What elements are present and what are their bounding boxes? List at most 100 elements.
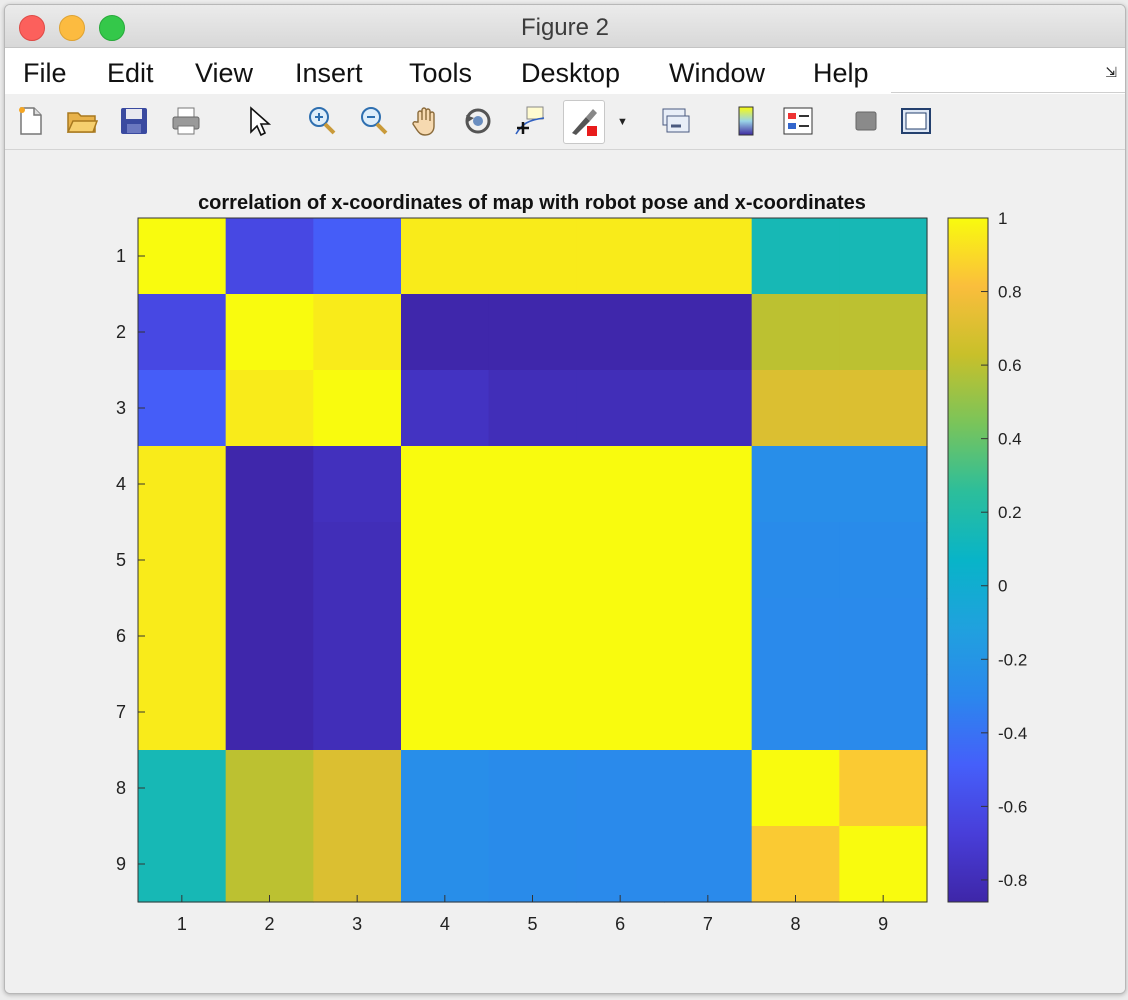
pointer-icon[interactable]	[241, 104, 275, 138]
heatmap-cell	[225, 294, 314, 371]
menu-insert[interactable]: Insert	[295, 58, 363, 88]
heatmap-cell	[751, 218, 840, 295]
heatmap-cell	[138, 294, 227, 371]
colorbar	[947, 217, 989, 903]
heatmap-cell	[839, 370, 928, 447]
y-tick-label: 7	[116, 702, 126, 722]
save-icon[interactable]	[117, 104, 151, 138]
menu-file[interactable]: File	[23, 58, 67, 88]
heatmap-cell	[313, 750, 402, 827]
dock-arrow-icon[interactable]: ⇲	[1105, 64, 1117, 80]
heatmap-cell	[576, 218, 665, 295]
heatmap-cell	[225, 218, 314, 295]
show-plot-tools-icon[interactable]	[899, 104, 933, 138]
rotate-3d-icon[interactable]	[461, 104, 495, 138]
print-icon[interactable]	[169, 104, 203, 138]
colorbar-icon[interactable]	[729, 104, 763, 138]
pan-hand-icon[interactable]	[409, 104, 443, 138]
heatmap-cell	[664, 750, 753, 827]
heatmap-cell	[401, 218, 490, 295]
heatmap-cell	[839, 218, 928, 295]
y-tick-label: 5	[116, 550, 126, 570]
x-tick-label: 6	[615, 914, 625, 934]
toolbar: ▼	[5, 94, 1125, 150]
zoom-out-icon[interactable]	[357, 104, 391, 138]
x-tick-label: 8	[790, 914, 800, 934]
x-axis-ticks: 1 2 3 4 5 6 7 8 9	[177, 895, 888, 934]
heatmap-cell	[225, 826, 314, 903]
title-bar: Figure 2	[5, 5, 1125, 48]
heatmap-cell	[313, 446, 402, 523]
menu-divider	[891, 92, 1125, 93]
close-window-button[interactable]	[19, 15, 45, 41]
heatmap-cell	[401, 446, 490, 523]
x-tick-label: 4	[440, 914, 450, 934]
menu-help[interactable]: Help	[813, 58, 869, 88]
x-tick-label: 5	[527, 914, 537, 934]
x-tick-label: 9	[878, 914, 888, 934]
heatmap-cell	[839, 446, 928, 523]
heatmap-cell	[401, 750, 490, 827]
heatmap-cell	[138, 750, 227, 827]
heatmap-cell	[664, 218, 753, 295]
heatmap-cell	[313, 674, 402, 751]
heatmap-cell	[576, 826, 665, 903]
heatmap-cell	[664, 370, 753, 447]
heatmap-cell	[138, 674, 227, 751]
heatmap-cell	[664, 294, 753, 371]
heatmap-cell	[313, 218, 402, 295]
new-figure-icon[interactable]	[13, 104, 47, 138]
colorbar-tick-label: 1	[998, 209, 1007, 228]
heatmap-cell	[313, 370, 402, 447]
heatmap-cells	[138, 218, 928, 903]
maximize-window-button[interactable]	[99, 15, 125, 41]
heatmap-cell	[839, 294, 928, 371]
heatmap-cell	[488, 522, 577, 599]
link-plot-icon[interactable]	[659, 104, 693, 138]
heatmap-cell	[313, 598, 402, 675]
brush-dropdown-icon[interactable]: ▼	[617, 116, 628, 128]
heatmap-cell	[751, 522, 840, 599]
heatmap-cell	[225, 750, 314, 827]
heatmap-cell	[225, 446, 314, 523]
heatmap-cell	[401, 522, 490, 599]
heatmap-cell	[839, 522, 928, 599]
heatmap-cell	[576, 370, 665, 447]
heatmap-cell	[839, 750, 928, 827]
menu-desktop[interactable]: Desktop	[521, 58, 621, 88]
minimize-window-button[interactable]	[59, 15, 85, 41]
open-folder-icon[interactable]	[65, 104, 99, 138]
heatmap-cell	[664, 598, 753, 675]
heatmap-cell	[664, 674, 753, 751]
heatmap-cell	[839, 826, 928, 903]
colorbar-tick-label: 0.4	[998, 430, 1022, 449]
heatmap-cell	[488, 750, 577, 827]
heatmap-cell	[488, 598, 577, 675]
y-tick-label: 1	[116, 246, 126, 266]
colorbar-tick-label: -0.6	[998, 797, 1027, 816]
heatmap-cell	[576, 446, 665, 523]
brush-color-swatch	[587, 126, 597, 136]
heatmap-cell	[488, 294, 577, 371]
menu-view[interactable]: View	[195, 58, 254, 88]
heatmap-cell	[664, 522, 753, 599]
heatmap-cell	[751, 750, 840, 827]
heatmap-cell	[313, 294, 402, 371]
zoom-in-icon[interactable]	[305, 104, 339, 138]
y-tick-label: 6	[116, 626, 126, 646]
heatmap-cell	[401, 826, 490, 903]
figure-window: Figure 2 File Edit View Insert Tools Des…	[4, 4, 1126, 994]
menu-window[interactable]: Window	[669, 58, 766, 88]
menu-tools[interactable]: Tools	[409, 58, 473, 88]
heatmap-cell	[751, 598, 840, 675]
heatmap-cell	[664, 446, 753, 523]
heatmap-cell	[576, 674, 665, 751]
colorbar-tick-label: 0	[998, 577, 1007, 596]
brush-tool-button[interactable]	[563, 100, 605, 144]
data-cursor-icon[interactable]	[513, 104, 547, 138]
hide-plot-tools-icon[interactable]	[849, 104, 883, 138]
menu-edit[interactable]: Edit	[107, 58, 154, 88]
legend-icon[interactable]	[781, 104, 815, 138]
heatmap-cell	[488, 446, 577, 523]
heatmap-cell	[751, 826, 840, 903]
